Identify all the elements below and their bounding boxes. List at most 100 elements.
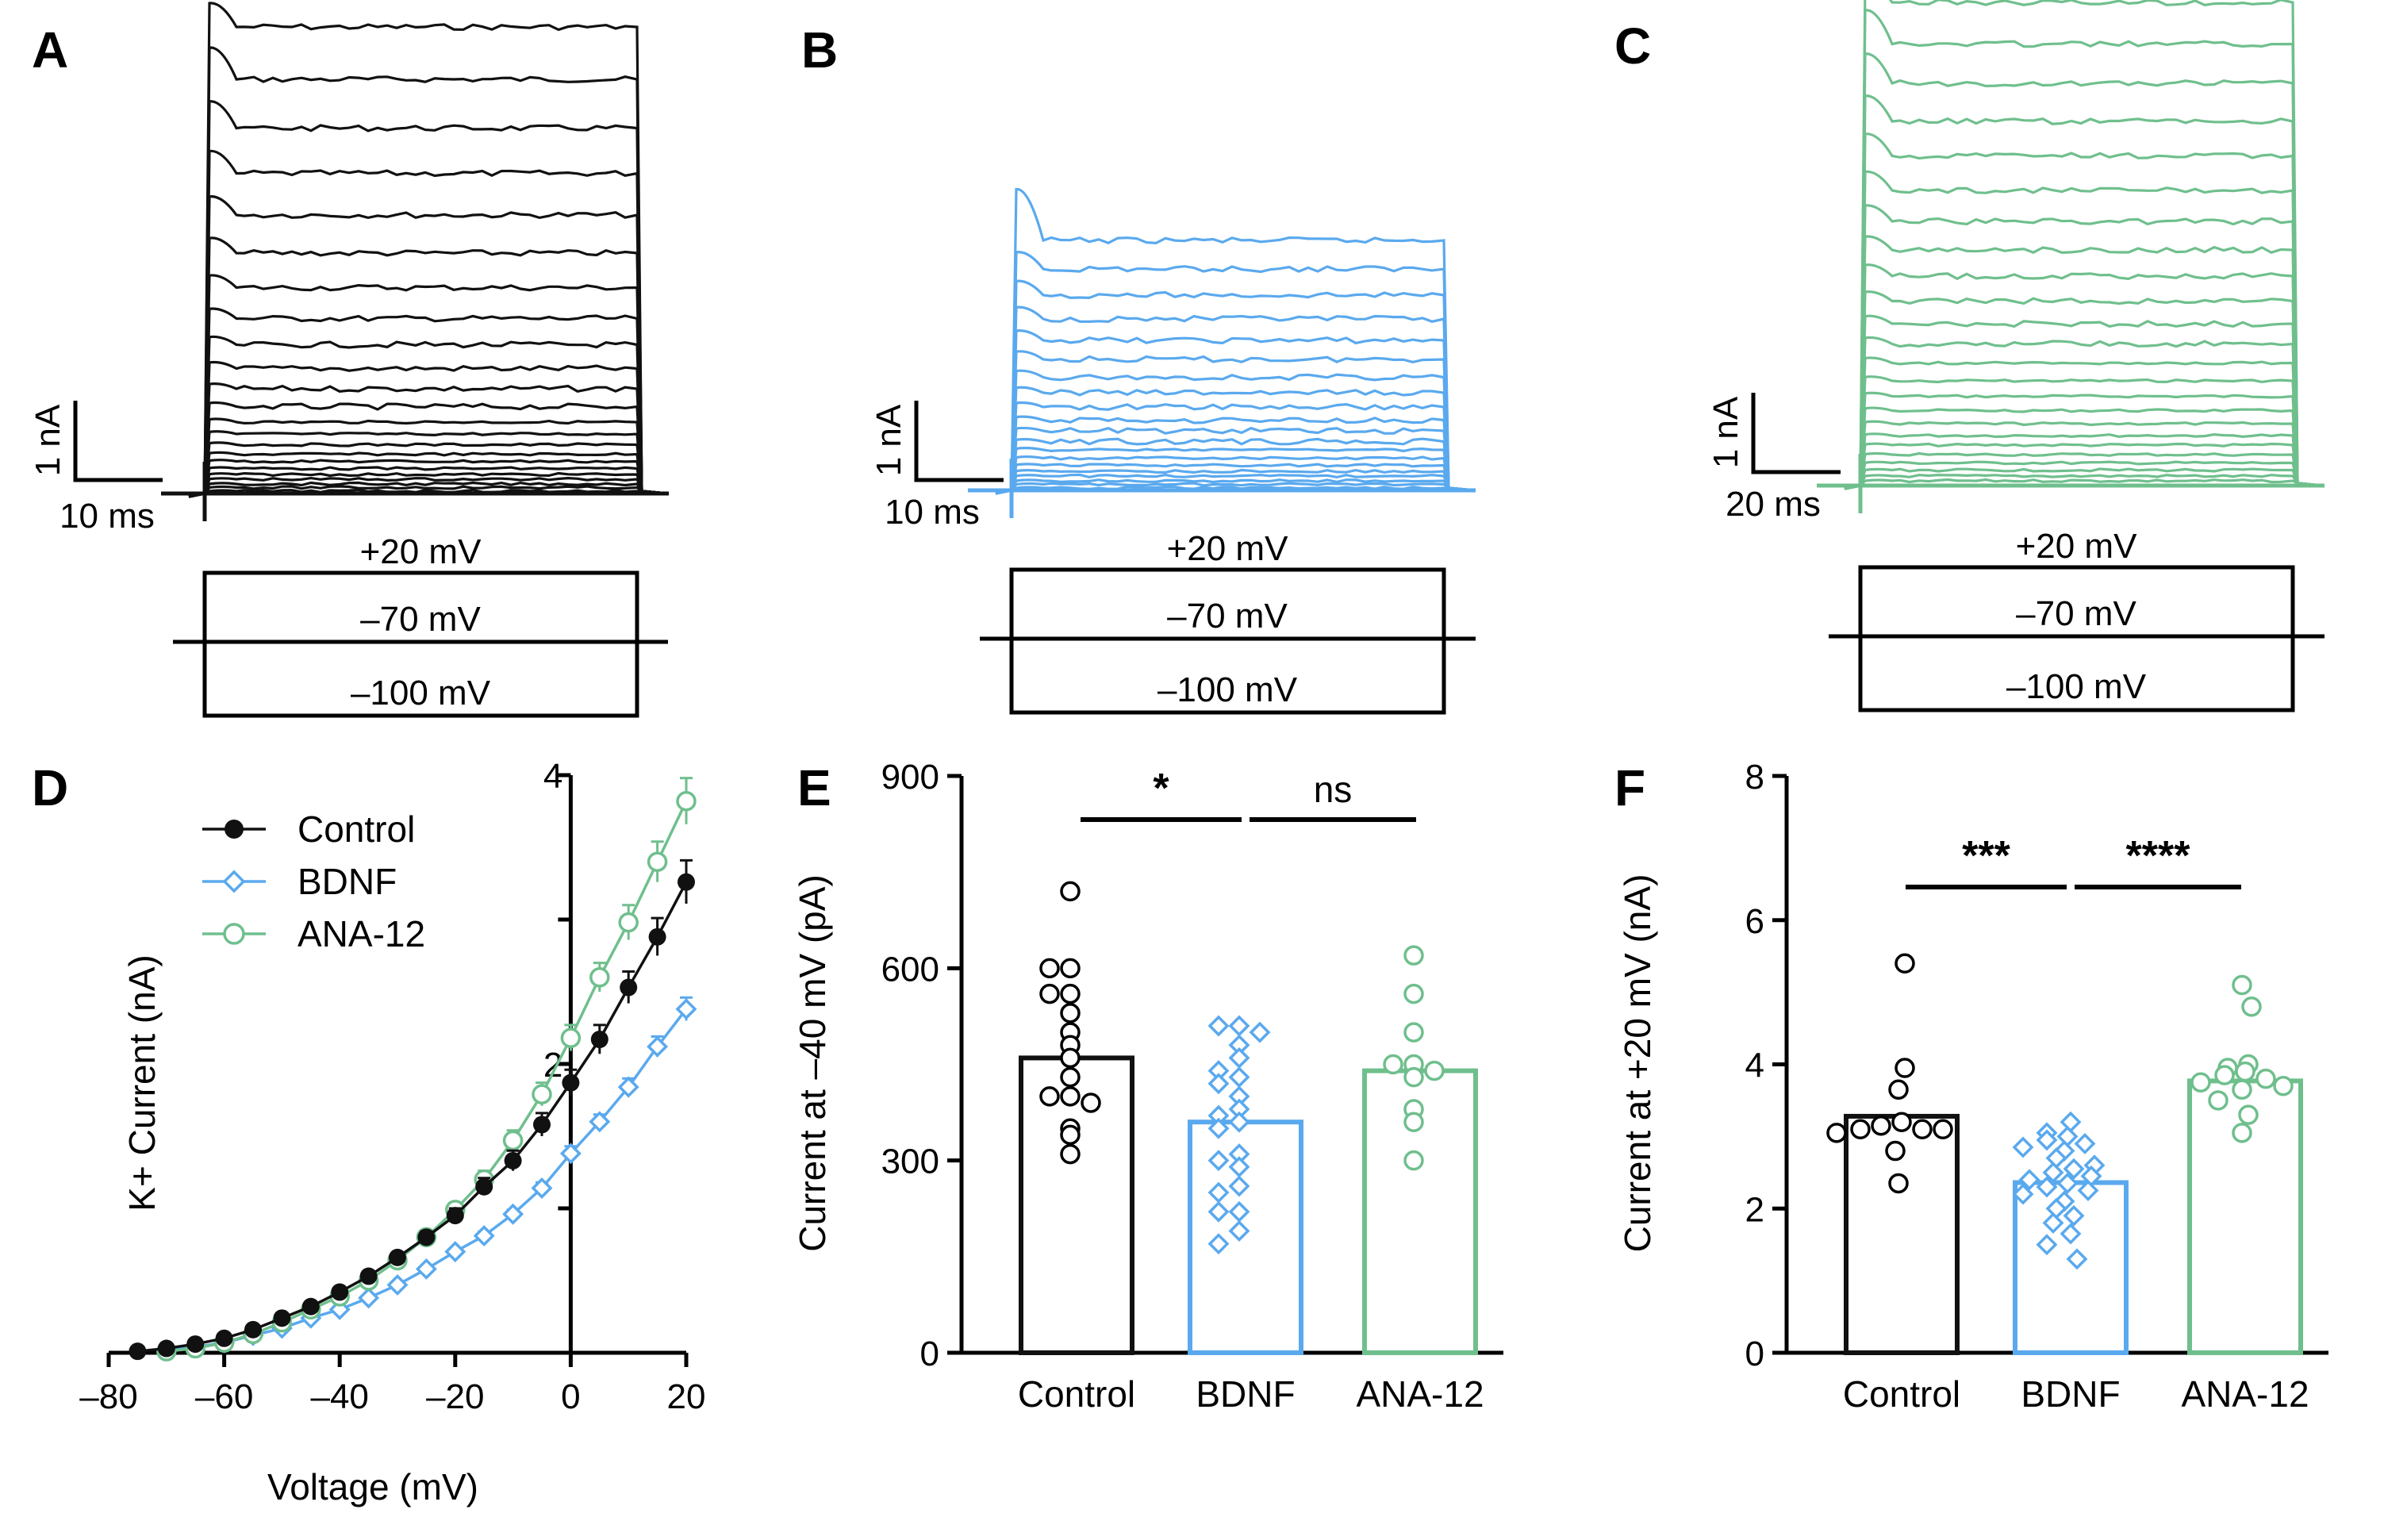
current-trace bbox=[188, 149, 668, 498]
data-point bbox=[1207, 1150, 1230, 1172]
data-point bbox=[1060, 1124, 1081, 1146]
significance-label: ns bbox=[1314, 769, 1353, 810]
data-point bbox=[1228, 1220, 1250, 1242]
data-point bbox=[590, 1031, 608, 1049]
significance-marker: ns bbox=[1250, 769, 1416, 822]
data-point bbox=[1895, 1058, 1915, 1078]
data-point bbox=[2036, 1176, 2058, 1198]
data-point bbox=[1060, 958, 1081, 979]
current-trace bbox=[1844, 290, 2324, 490]
data-point bbox=[1060, 1086, 1081, 1107]
x-axis-label: Voltage (mV) bbox=[267, 1466, 478, 1507]
data-point bbox=[1228, 1111, 1250, 1133]
data-point bbox=[301, 1297, 320, 1315]
data-point bbox=[620, 978, 638, 997]
data-point bbox=[533, 1116, 551, 1134]
current-trace bbox=[188, 335, 668, 498]
data-point bbox=[2273, 1076, 2294, 1096]
data-point bbox=[676, 791, 697, 812]
current-trace bbox=[188, 417, 668, 498]
data-point bbox=[1207, 1200, 1230, 1223]
data-point bbox=[502, 1203, 524, 1225]
data-point bbox=[2018, 1169, 2040, 1191]
current-trace bbox=[188, 307, 668, 498]
bar bbox=[2013, 1180, 2129, 1356]
voltage-protocol-b: +20 mV –70 mV –100 mV bbox=[980, 529, 1476, 715]
data-point bbox=[589, 1111, 611, 1133]
current-trace bbox=[1844, 391, 2324, 490]
step-hold-label: –70 mV bbox=[360, 600, 481, 639]
data-point bbox=[358, 1287, 380, 1309]
current-trace bbox=[1844, 9, 2324, 490]
current-trace bbox=[188, 236, 668, 498]
panel-d-iv-curve: D –80 –60 –40 –20 0 20 2 4 Control BDNF ANA-12 Vo… bbox=[32, 757, 705, 1507]
data-point bbox=[2012, 1136, 2034, 1158]
data-point bbox=[2056, 1172, 2079, 1194]
current-trace bbox=[188, 481, 668, 498]
scale-current-label: 1 nA bbox=[29, 404, 67, 476]
data-point bbox=[1207, 1233, 1230, 1255]
current-trace bbox=[188, 476, 668, 498]
current-trace bbox=[1844, 474, 2324, 490]
x-tick-label: ANA-12 bbox=[1356, 1373, 1484, 1415]
panel-e-bar-chart: E 0 300 600 900 Control BDNF ANA-12 * ns Curren… bbox=[792, 758, 1503, 1415]
data-point bbox=[2042, 1162, 2064, 1184]
current-trace bbox=[995, 329, 1475, 495]
data-point bbox=[647, 1035, 669, 1058]
current-trace bbox=[995, 401, 1475, 495]
data-point bbox=[1228, 1015, 1250, 1037]
data-point bbox=[2042, 1212, 2064, 1234]
current-trace bbox=[188, 485, 668, 498]
data-point bbox=[1403, 1112, 1424, 1132]
current-trace bbox=[188, 100, 668, 498]
current-trace bbox=[1844, 52, 2324, 490]
y-tick-label: 2 bbox=[543, 1046, 562, 1085]
significance-marker: * bbox=[1081, 766, 1242, 822]
data-point bbox=[2241, 997, 2262, 1017]
panel-a: A 1 nA 10 ms +20 mV –70 mV –100 mV bbox=[29, 2, 669, 718]
current-trace bbox=[188, 2, 668, 498]
x-tick-label: –20 bbox=[426, 1377, 484, 1416]
data-point bbox=[417, 1228, 436, 1246]
legend-label: BDNF bbox=[298, 861, 397, 902]
data-point bbox=[2255, 1068, 2276, 1089]
significance-marker: *** bbox=[1906, 833, 2067, 889]
data-point bbox=[389, 1248, 406, 1266]
data-point bbox=[2190, 1072, 2211, 1093]
panel-label-e: E bbox=[797, 759, 831, 816]
data-point bbox=[475, 1177, 493, 1196]
bars-f: *** **** bbox=[1826, 833, 2303, 1356]
data-point bbox=[1871, 1115, 1891, 1136]
data-point bbox=[2012, 1183, 2034, 1205]
data-point bbox=[415, 1258, 437, 1280]
data-point bbox=[1895, 953, 1915, 974]
current-trace bbox=[1844, 356, 2324, 490]
data-point bbox=[1060, 1047, 1081, 1069]
data-point bbox=[648, 927, 666, 946]
panel-label-f: F bbox=[1614, 759, 1645, 816]
current-trace bbox=[1844, 432, 2324, 490]
current-trace bbox=[1844, 263, 2324, 490]
data-point bbox=[531, 1177, 553, 1199]
panel-label-b: B bbox=[801, 21, 838, 79]
panel-label-d: D bbox=[32, 759, 68, 816]
current-trace bbox=[188, 471, 668, 498]
data-point bbox=[1403, 983, 1424, 1004]
current-trace bbox=[1844, 478, 2324, 490]
current-trace bbox=[1844, 0, 2324, 490]
current-trace bbox=[995, 485, 1475, 495]
scale-bar-a: 1 nA 10 ms bbox=[29, 401, 163, 536]
current-trace bbox=[1844, 451, 2324, 490]
current-trace bbox=[1844, 314, 2324, 490]
data-point bbox=[560, 1027, 582, 1048]
data-point bbox=[386, 1273, 409, 1296]
x-tick-label: BDNF bbox=[1196, 1373, 1295, 1415]
y-axis-label: Current at +20 mV (nA) bbox=[1617, 874, 1658, 1253]
current-trace bbox=[995, 426, 1475, 495]
current-trace bbox=[995, 447, 1475, 495]
current-trace bbox=[1844, 204, 2324, 490]
data-point bbox=[2056, 1125, 2079, 1147]
data-point bbox=[2074, 1132, 2096, 1154]
scale-time-label: 10 ms bbox=[885, 493, 980, 532]
data-point bbox=[331, 1283, 349, 1301]
